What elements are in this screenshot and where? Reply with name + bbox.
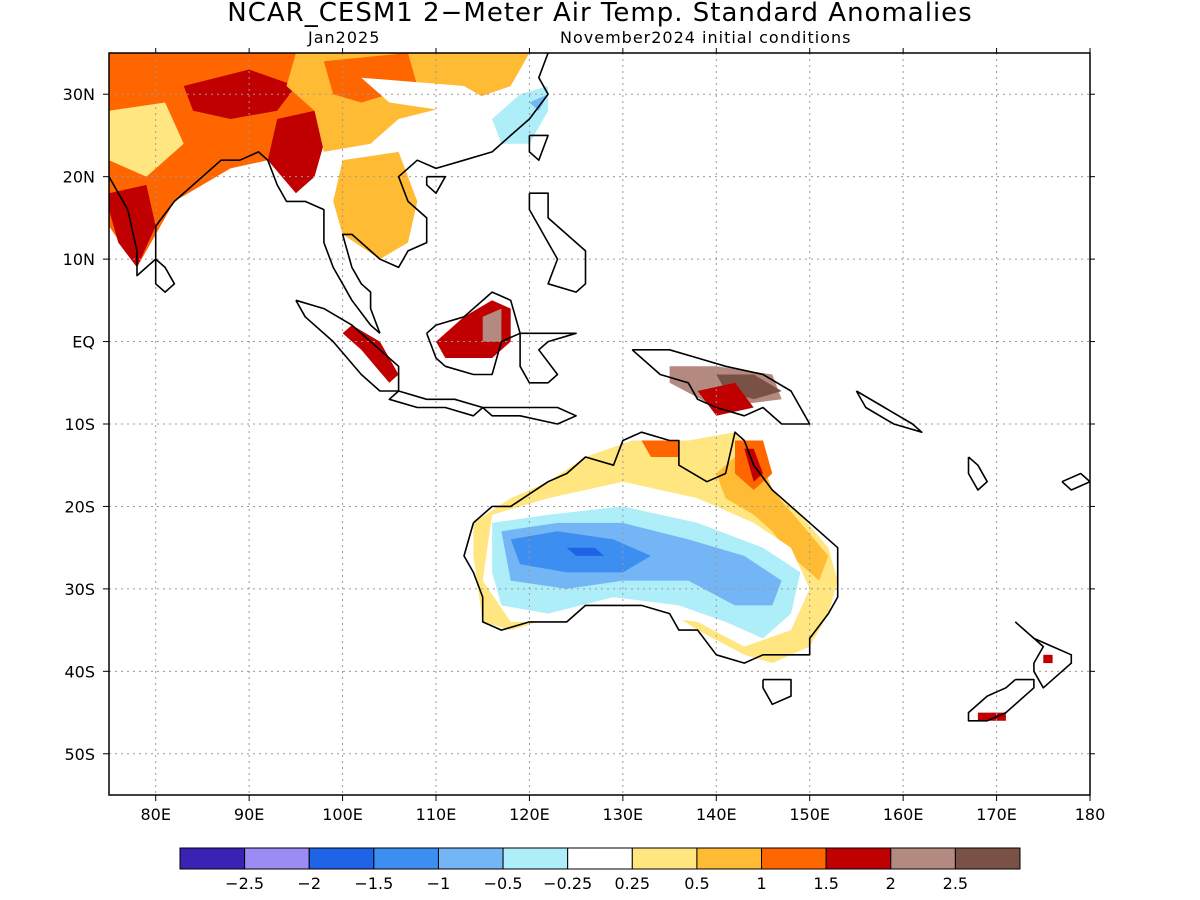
lon-tick-label: 160E [883,805,924,824]
anomaly-region-australia-orange-north [641,440,679,457]
colorbar-label: −0.5 [484,874,523,893]
anomaly-region-new-zealand-red [977,712,1006,721]
colorbar-swatch [761,847,827,870]
coastline-india [109,151,381,334]
colorbar-swatch [373,847,439,870]
coastline-new-zealand-south [967,678,1035,722]
lon-tick-label: 100E [322,805,363,824]
colorbar-swatch [502,847,569,870]
lat-tick-label: 30S [64,580,95,599]
lat-tick-label: 20N [63,168,95,187]
coastline-tasmania [762,678,792,706]
anomaly-region-indochina-warm [333,151,418,260]
colorbar: −2.5 −2 −1.5 −1 −0.5 −0.25 0.25 0.5 1 1.5 2 2.5 [179,847,1021,893]
anomaly-region-new-guinea-dark [716,374,782,400]
coastline-philippines [528,192,587,293]
colorbar-label: 0.5 [684,874,709,893]
anomaly-region-taiwan-cool [529,94,549,111]
anomaly-region-australia-cool-center [566,547,605,556]
coastline-indochina [341,53,549,334]
lon-tick-label: 90E [234,805,264,824]
lon-tick-label: 170E [976,805,1017,824]
coastlines [109,53,1090,722]
anomaly-region-borneo-brown [482,308,502,342]
lon-tick-label: 150E [789,805,830,824]
colorbar-swatch [696,847,763,870]
coastline-solomons [855,390,923,434]
colorbar-swatch [631,847,698,870]
lon-tick-label: 110E [416,805,457,824]
colorbar-swatch [567,847,633,870]
anomaly-region-himalaya-red [183,69,296,119]
coastline-lesser-sunda [482,406,577,425]
colorbar-label: 0.25 [614,874,650,893]
lat-tick-label: 20S [64,497,95,516]
coastline-vanuatu [967,456,989,491]
colorbar-label: 1.5 [813,874,838,893]
anomaly-region-india-southeast-red [109,184,156,268]
colorbar-label: 1 [756,874,766,893]
colorbar-swatch [954,847,1021,870]
coastline-java [388,390,484,417]
axes: 80E 90E 100E 110E 120E 130E 140E 150E 160E 170E 18… [63,48,1106,824]
colorbar-label: −1 [427,874,451,893]
anomaly-region-india-interior-pale [109,102,184,177]
colorbar-swatch [437,847,504,870]
colorbar-swatch [179,847,246,870]
lat-tick-label: 30N [63,85,95,104]
colorbar-swatch [890,847,956,870]
coastline-new-zealand-north [1014,621,1073,689]
coastline-fiji [1061,472,1090,491]
anomaly-region-sumatra-red [342,325,399,383]
coastline-borneo [425,291,521,376]
colorbar-label: −1.5 [354,874,393,893]
lat-tick-label: 50S [64,745,95,764]
coastline-hainan [425,175,447,194]
colorbar-swatch [308,847,375,870]
coastline-australia [463,431,839,664]
lon-tick-label: 120E [509,805,550,824]
coastline-sulawesi [519,332,577,384]
anomaly-regions [109,53,1053,721]
lat-tick-label: 10S [64,415,95,434]
lon-tick-label: 140E [696,805,737,824]
colorbar-swatch [244,847,310,870]
colorbar-label: −2.5 [225,874,264,893]
initial-conditions-label: November2024 initial conditions [560,28,852,47]
coastline-sumatra [295,299,400,392]
anomaly-region-new-zealand-north-red [1043,654,1053,664]
coastline-taiwan [528,134,549,161]
lat-tick-label: EQ [72,333,95,352]
lon-tick-label: 80E [140,805,170,824]
lon-tick-label: 130E [603,805,644,824]
chart-title: NCAR_CESM1 2−Meter Air Temp. Standard An… [227,0,973,28]
colorbar-swatch [825,847,892,870]
colorbar-label: −2 [297,874,321,893]
coastline-sri-lanka [154,258,176,293]
lon-tick-label: 180 [1075,805,1106,824]
anomaly-region-myanmar-red [267,110,324,194]
lat-tick-label: 10N [63,250,95,269]
anomaly-region-china-white-band [361,77,493,111]
coastline-new-guinea [631,348,811,425]
colorbar-label: 2.5 [943,874,968,893]
colorbar-label: −0.25 [543,874,592,893]
colorbar-label: 2 [886,874,896,893]
anomaly-region-new-guinea-red [697,382,754,416]
forecast-month-label: Jan2025 [308,28,381,47]
plot-frame [108,52,1091,796]
lat-tick-label: 40S [64,662,95,681]
gridlines [109,53,1090,795]
